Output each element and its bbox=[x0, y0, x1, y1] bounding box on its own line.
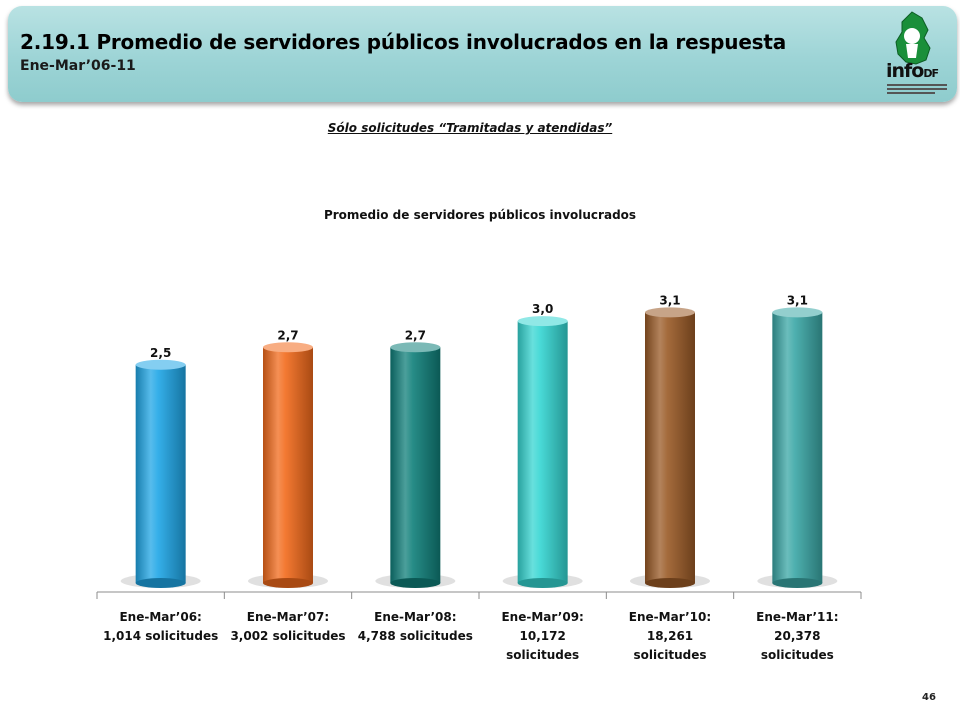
bar bbox=[645, 312, 695, 583]
bar bbox=[390, 347, 441, 583]
bar-top bbox=[645, 307, 695, 318]
bar-top bbox=[390, 342, 441, 353]
logo-caption-line bbox=[887, 88, 947, 90]
logo-caption-line bbox=[887, 84, 947, 86]
logo-caption-line bbox=[887, 92, 935, 94]
map-silhouette-icon bbox=[895, 11, 931, 65]
category-label: solicitudes bbox=[506, 648, 579, 662]
data-label: 2,7 bbox=[277, 328, 298, 342]
section-title: Promedio de servidores públicos involucr… bbox=[96, 30, 787, 54]
bar-base bbox=[390, 578, 441, 588]
category-label: Ene-Mar’07: bbox=[247, 610, 329, 624]
category-label: 20,378 bbox=[774, 629, 820, 643]
category-label: solicitudes bbox=[634, 648, 707, 662]
filter-note: Sólo solicitudes “Tramitadas y atendidas… bbox=[327, 121, 613, 135]
category-label: 18,261 bbox=[647, 629, 693, 643]
chart-title: Promedio de servidores públicos involucr… bbox=[323, 208, 637, 222]
data-label: 3,1 bbox=[787, 293, 808, 307]
bar-base bbox=[135, 578, 186, 588]
info-df-logo: infoDF bbox=[872, 8, 952, 96]
bar-base bbox=[645, 578, 695, 588]
bar-top bbox=[772, 307, 823, 318]
bar bbox=[263, 347, 313, 583]
slide-title: 2.19.1 Promedio de servidores públicos i… bbox=[20, 30, 786, 54]
bar-top bbox=[263, 342, 313, 353]
category-label: Ene-Mar’06: bbox=[119, 610, 201, 624]
category-label: 1,014 solicitudes bbox=[103, 629, 218, 643]
page-number: 46 bbox=[922, 692, 936, 703]
category-label: Ene-Mar’09: bbox=[501, 610, 583, 624]
bar-top bbox=[517, 316, 568, 327]
bar-top bbox=[135, 359, 186, 370]
slide-subtitle: Ene-Mar’06-11 bbox=[20, 58, 136, 74]
bar-base bbox=[517, 578, 568, 588]
category-label: 10,172 bbox=[520, 629, 566, 643]
bar-base bbox=[263, 578, 313, 588]
category-label: Ene-Mar’10: bbox=[629, 610, 711, 624]
logo-wordmark: infoDF bbox=[886, 60, 939, 82]
section-number: 2.19.1 bbox=[20, 30, 90, 54]
bar bbox=[517, 321, 568, 583]
data-label: 2,7 bbox=[405, 328, 426, 342]
category-label: solicitudes bbox=[761, 648, 834, 662]
bar bbox=[772, 312, 823, 583]
category-label: 4,788 solicitudes bbox=[358, 629, 473, 643]
category-label: 3,002 solicitudes bbox=[230, 629, 345, 643]
title-banner: 2.19.1 Promedio de servidores públicos i… bbox=[8, 6, 957, 102]
data-label: 3,1 bbox=[659, 293, 680, 307]
data-label: 2,5 bbox=[150, 346, 171, 360]
bar bbox=[135, 364, 186, 583]
category-label: Ene-Mar’08: bbox=[374, 610, 456, 624]
bar-base bbox=[772, 578, 823, 588]
data-label: 3,0 bbox=[532, 302, 553, 316]
category-label: Ene-Mar’11: bbox=[756, 610, 838, 624]
